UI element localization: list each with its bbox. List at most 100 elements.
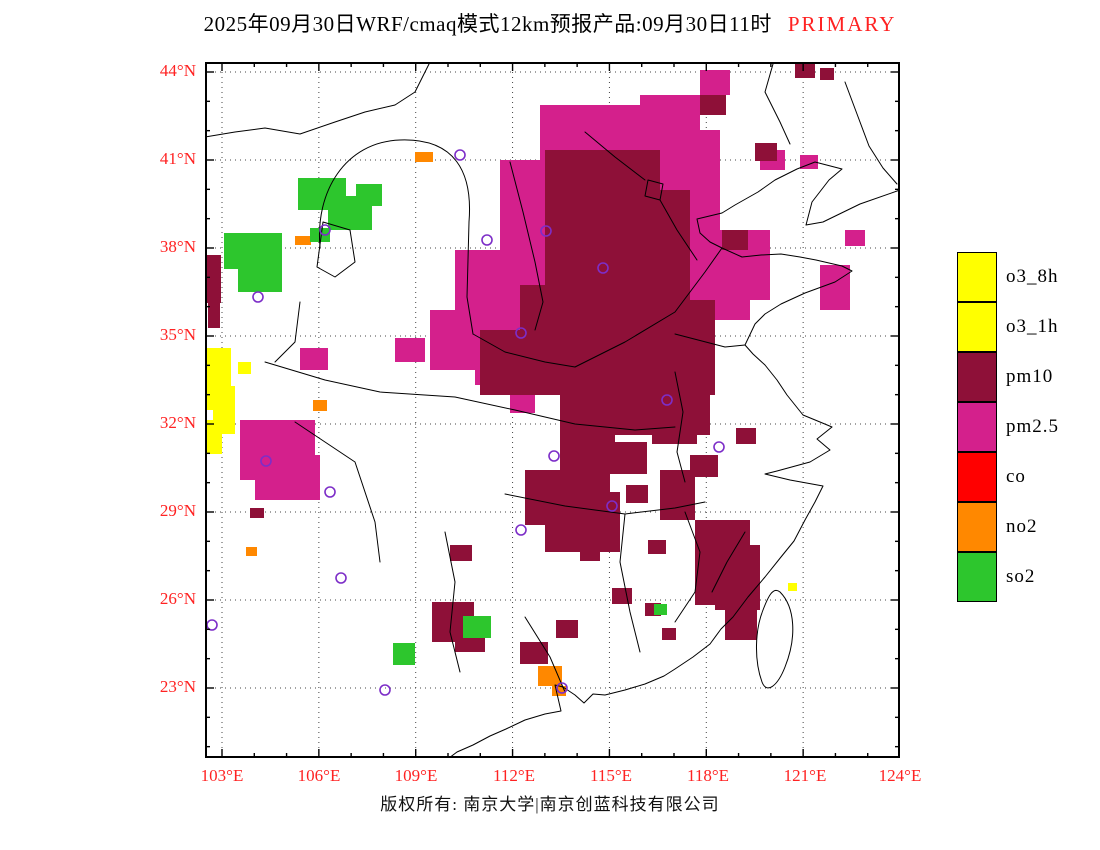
legend-label-o3-1h: o3_1h xyxy=(1006,316,1059,337)
city-marker xyxy=(548,450,560,462)
pollutant-patch-pm10 xyxy=(690,455,718,477)
pollutant-patch-pm10 xyxy=(602,442,647,474)
lon-label-103e: 103°E xyxy=(200,766,244,785)
lat-label-41n: 41°N xyxy=(159,149,196,168)
legend-item-so2: so2 xyxy=(957,551,1059,602)
city-marker xyxy=(556,682,568,694)
lon-label-106e: 106°E xyxy=(297,766,341,785)
pollutant-patch-pm25 xyxy=(800,155,818,169)
map-plot-area xyxy=(205,62,900,758)
pollutant-patch-pm25 xyxy=(300,348,328,370)
map-border xyxy=(205,62,900,758)
legend-swatch-so2 xyxy=(957,551,997,602)
pollutant-patch-pm10 xyxy=(612,588,632,604)
page-title: 2025年09月30日WRF/cmaq模式12km预报产品:09月30日11时 P… xyxy=(0,8,1100,38)
legend-item-pm10: pm10 xyxy=(957,351,1059,402)
city-marker xyxy=(661,394,673,406)
pollutant-patch-pm10 xyxy=(450,545,472,561)
pollutant-patch-pm10 xyxy=(662,628,676,640)
boundary-layer xyxy=(205,62,900,758)
pollutant-patch-pm10 xyxy=(820,68,834,80)
legend-label-no2: no2 xyxy=(1006,516,1038,537)
pollutant-patch-pm25 xyxy=(510,395,535,413)
pollutant-patch-pm25 xyxy=(395,338,425,362)
legend-swatch-pm10 xyxy=(957,351,997,402)
legend-item-pm25: pm2.5 xyxy=(957,401,1060,452)
legend-item-o3-1h: o3_1h xyxy=(957,301,1059,352)
city-marker xyxy=(319,224,331,236)
city-marker xyxy=(481,234,493,246)
pollution-map xyxy=(205,62,900,758)
copyright-footer: 版权所有: 南京大学|南京创蓝科技有限公司 xyxy=(380,795,720,814)
city-marker xyxy=(713,441,725,453)
pollutant-patch-pm10 xyxy=(580,545,600,561)
city-marker xyxy=(540,225,552,237)
pollutant-patch-layer xyxy=(205,62,865,696)
lon-label-118e: 118°E xyxy=(686,766,730,785)
city-marker xyxy=(515,327,527,339)
city-marker xyxy=(606,500,618,512)
lon-label-112e: 112°E xyxy=(492,766,536,785)
pollutant-legend: o3_8h o3_1h pm10 pm2.5 co no2 so2 xyxy=(957,251,1060,602)
lat-label-32n: 32°N xyxy=(159,413,196,432)
province-boundaries-north xyxy=(318,131,746,368)
pollutant-patch-so2 xyxy=(654,604,667,615)
pollutant-patch-pm10 xyxy=(626,485,648,503)
legend-label-co: co xyxy=(1006,466,1026,487)
pollutant-patch-o3 xyxy=(788,583,797,591)
pollutant-patch-so2 xyxy=(356,184,382,206)
legend-swatch-o3-8h xyxy=(957,251,997,302)
pollutant-patch-pm25 xyxy=(700,70,730,95)
national-border-north xyxy=(205,62,431,138)
pollutant-patch-pm25 xyxy=(640,95,700,145)
city-marker-layer xyxy=(206,149,725,696)
pollutant-patch-pm10 xyxy=(795,62,815,78)
pollutant-patch-pm10 xyxy=(648,540,666,554)
city-marker xyxy=(597,262,609,274)
pollutant-patch-o3 xyxy=(206,420,222,454)
pollutant-patch-pm10 xyxy=(556,620,578,638)
pollutant-patch-pm10 xyxy=(205,255,221,303)
city-marker xyxy=(206,619,218,631)
legend-swatch-no2 xyxy=(957,501,997,552)
pollutant-patch-pm10 xyxy=(208,300,220,328)
pollutant-patch-pm10 xyxy=(652,402,697,444)
pollutant-patch-o3 xyxy=(238,362,251,374)
northeast-boundaries xyxy=(764,63,898,185)
legend-item-no2: no2 xyxy=(957,501,1059,552)
pollutant-patch-pm10 xyxy=(725,585,757,640)
legend-swatch-co xyxy=(957,451,997,502)
lat-label-26n: 26°N xyxy=(159,589,196,608)
city-marker xyxy=(252,291,264,303)
pollutant-patch-pm10 xyxy=(755,143,777,161)
lat-label-35n: 35°N xyxy=(159,325,196,344)
legend-swatch-pm25 xyxy=(957,401,997,452)
pollutant-patch-so2 xyxy=(238,262,282,292)
city-marker xyxy=(335,572,347,584)
pollutant-patch-pm10 xyxy=(660,470,695,520)
lon-label-124e: 124°E xyxy=(878,766,922,785)
title-text: 2025年09月30日WRF/cmaq模式12km预报产品:09月30日11时 xyxy=(203,12,772,36)
coastline xyxy=(448,161,900,758)
legend-label-pm25: pm2.5 xyxy=(1006,416,1060,437)
lat-label-29n: 29°N xyxy=(159,501,196,520)
city-marker xyxy=(454,149,466,161)
pollutant-patch-pm10 xyxy=(545,492,620,552)
pollutant-patch-pm25 xyxy=(255,455,320,500)
taiwan-island xyxy=(755,589,794,689)
lon-label-115e: 115°E xyxy=(589,766,633,785)
pollutant-patch-no2 xyxy=(313,400,327,411)
province-boundaries-central xyxy=(264,221,686,563)
pollutant-patch-so2 xyxy=(463,616,491,638)
pollutant-patch-so2 xyxy=(310,228,330,242)
city-marker xyxy=(260,455,272,467)
city-marker xyxy=(324,486,336,498)
pollutant-patch-no2 xyxy=(415,152,433,162)
lat-label-23n: 23°N xyxy=(159,677,196,696)
pollutant-patch-so2 xyxy=(393,643,415,665)
legend-label-pm10: pm10 xyxy=(1006,366,1054,387)
legend-label-o3-8h: o3_8h xyxy=(1006,266,1059,287)
pollutant-patch-pm10 xyxy=(700,95,726,115)
legend-item-o3-8h: o3_8h xyxy=(957,251,1059,302)
